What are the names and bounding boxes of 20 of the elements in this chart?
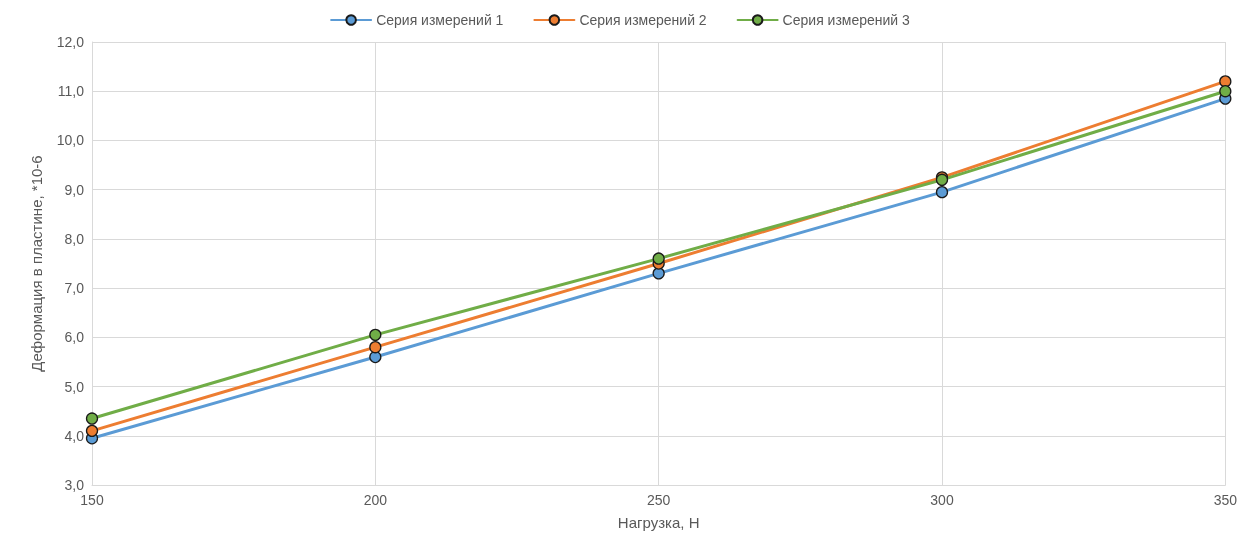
x-tick-label: 300 <box>930 492 954 508</box>
legend-label: Серия измерений 2 <box>579 12 707 28</box>
y-tick-label: 5,0 <box>64 378 85 395</box>
x-tick-label: 150 <box>80 492 104 508</box>
y-tick-label: 12,0 <box>56 34 85 50</box>
y-tick-label: 8,0 <box>64 230 85 247</box>
legend-label: Серия измерений 1 <box>376 12 504 28</box>
x-tick-label: 350 <box>1213 492 1238 508</box>
y-tick-label: 6,0 <box>64 329 85 346</box>
y-tick-label: 7,0 <box>64 280 85 297</box>
legend-label: Серия измерений 3 <box>782 12 911 28</box>
y-tick-label: 9,0 <box>64 181 85 198</box>
x-tick-label: 200 <box>363 492 388 508</box>
y-axis-title: Деформация в пластине, *10-6 <box>28 155 45 372</box>
y-tick-label: 4,0 <box>64 427 85 444</box>
x-tick-label: 250 <box>646 492 671 508</box>
y-tick-label: 3,0 <box>64 477 85 493</box>
y-tick-label: 10,0 <box>56 132 85 149</box>
y-tick-label: 11,0 <box>57 83 85 100</box>
x-axis-title: Нагрузка, Н <box>617 514 700 531</box>
